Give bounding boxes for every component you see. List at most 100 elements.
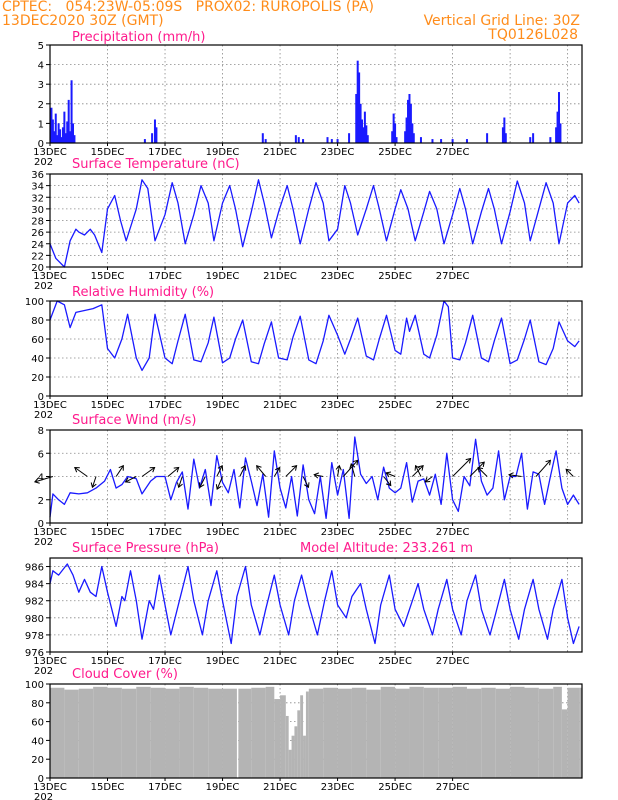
cloud-bar	[179, 686, 194, 778]
x-tick-label: 21DEC	[263, 147, 297, 158]
wind-vector-head	[477, 466, 484, 473]
wind-vector-head	[173, 466, 180, 473]
x-tick-label: 25DEC	[378, 400, 412, 411]
precip-bar	[503, 117, 506, 143]
cloud-bar	[222, 688, 237, 778]
y-tick-label: 20	[31, 373, 44, 384]
x-tick-label: 15DEC	[91, 271, 125, 282]
precip-bar	[326, 137, 329, 143]
cloud-bar	[323, 687, 338, 778]
cloud-bar	[285, 715, 289, 778]
precip-bar	[529, 137, 532, 143]
precip-bar	[63, 111, 66, 143]
precip-bar	[143, 139, 146, 143]
cloud-bar	[107, 687, 122, 778]
y-tick-label: 28	[31, 217, 44, 228]
precip-bar	[362, 127, 365, 143]
cloud-bar	[579, 687, 582, 778]
y-tick-label: 0	[38, 519, 44, 530]
precip-bar	[67, 99, 70, 143]
panel-frame	[49, 429, 583, 524]
wind-vector	[452, 458, 471, 477]
x-tick-label: 23DEC	[321, 527, 355, 538]
precip-bar	[264, 139, 267, 143]
header-model: TQ0126L028	[488, 27, 578, 43]
wind-vector	[115, 465, 124, 477]
cloud-bar	[50, 687, 65, 778]
precip-bar	[358, 72, 361, 143]
precip-bar	[57, 123, 60, 143]
panel-title: Surface Wind (m/s)	[72, 413, 196, 428]
y-tick-label: 0	[38, 774, 44, 785]
x-tick-label: 27DEC	[436, 782, 470, 793]
precip-bar	[302, 139, 305, 143]
x-tick-label: 15DEC	[91, 782, 125, 793]
precip-bar	[61, 127, 64, 143]
x-tick-label: 19DEC	[206, 656, 240, 667]
x-tick-label: 27DEC	[436, 147, 470, 158]
x-tick-label: 17DEC	[148, 271, 182, 282]
x-tick-label: 17DEC	[148, 656, 182, 667]
cloud-bar	[466, 688, 482, 778]
cloud-bar	[121, 688, 137, 778]
wind-vector	[565, 468, 574, 477]
x-tick-label: 27DEC	[436, 527, 470, 538]
y-tick-label: 80	[31, 699, 44, 710]
precip-bar	[486, 133, 489, 143]
y-tick-label: 978	[25, 631, 44, 642]
panel-title: Cloud Cover (%)	[72, 667, 178, 682]
wind-vector-head	[198, 482, 205, 489]
wind-vector-head	[418, 465, 424, 471]
wind-vector-head	[414, 464, 421, 471]
y-tick-label: 34	[31, 182, 44, 193]
y-tick-label: 100	[25, 680, 44, 691]
x-tick-label: 13DEC	[33, 527, 67, 538]
wind-vector-head	[385, 480, 392, 487]
wind-vector-head	[90, 482, 97, 489]
cloud-bar	[165, 688, 180, 778]
precip-bar	[356, 60, 359, 143]
precip-bar	[361, 119, 364, 143]
cloud-bar	[495, 688, 511, 778]
x-tick-label: 17DEC	[148, 400, 182, 411]
header-grid-line: Vertical Grid Line: 30Z	[423, 13, 580, 29]
x-tick-label: 25DEC	[378, 656, 412, 667]
precip-bar	[330, 139, 333, 143]
y-tick-label: 40	[31, 736, 44, 747]
y-tick-label: 8	[38, 426, 44, 437]
y-tick-label: 20	[31, 755, 44, 766]
x-year-label: 202	[34, 666, 53, 677]
x-tick-label: 13DEC	[33, 147, 67, 158]
panel-frame	[49, 300, 583, 397]
y-tick-label: 20	[31, 263, 44, 274]
y-tick-label: 30	[31, 205, 44, 216]
precip-bar	[51, 119, 54, 143]
y-tick-label: 2	[38, 100, 44, 111]
header-run-date: 13DEC2020 30Z (GMT)	[2, 13, 164, 29]
precip-bar	[50, 107, 53, 143]
wind-vector	[385, 472, 396, 477]
y-tick-label: 26	[31, 228, 44, 239]
x-tick-label: 23DEC	[321, 400, 355, 411]
series-line	[49, 563, 580, 645]
y-tick-label: 32	[31, 193, 44, 204]
wind-vector-head	[349, 463, 356, 469]
header-location: CPTEC: 054:23W-05:09S PROX02: RUROPOLIS …	[2, 0, 374, 15]
cloud-bar	[452, 686, 467, 778]
wind-vector-head	[74, 466, 80, 473]
series-line	[49, 179, 580, 268]
cloud-bar	[294, 726, 298, 778]
precip-bar	[261, 133, 264, 143]
x-tick-label: 15DEC	[91, 400, 125, 411]
cloud-bar	[438, 687, 453, 778]
precip-bar	[56, 135, 59, 143]
precip-bar	[451, 139, 454, 143]
wind-vector	[74, 467, 88, 477]
wind-vector	[415, 465, 422, 477]
cloud-bar	[78, 688, 94, 778]
y-tick-label: 22	[31, 251, 44, 262]
panel-frame	[49, 173, 583, 268]
x-tick-label: 13DEC	[33, 400, 67, 411]
y-tick-label: 2	[38, 496, 44, 507]
